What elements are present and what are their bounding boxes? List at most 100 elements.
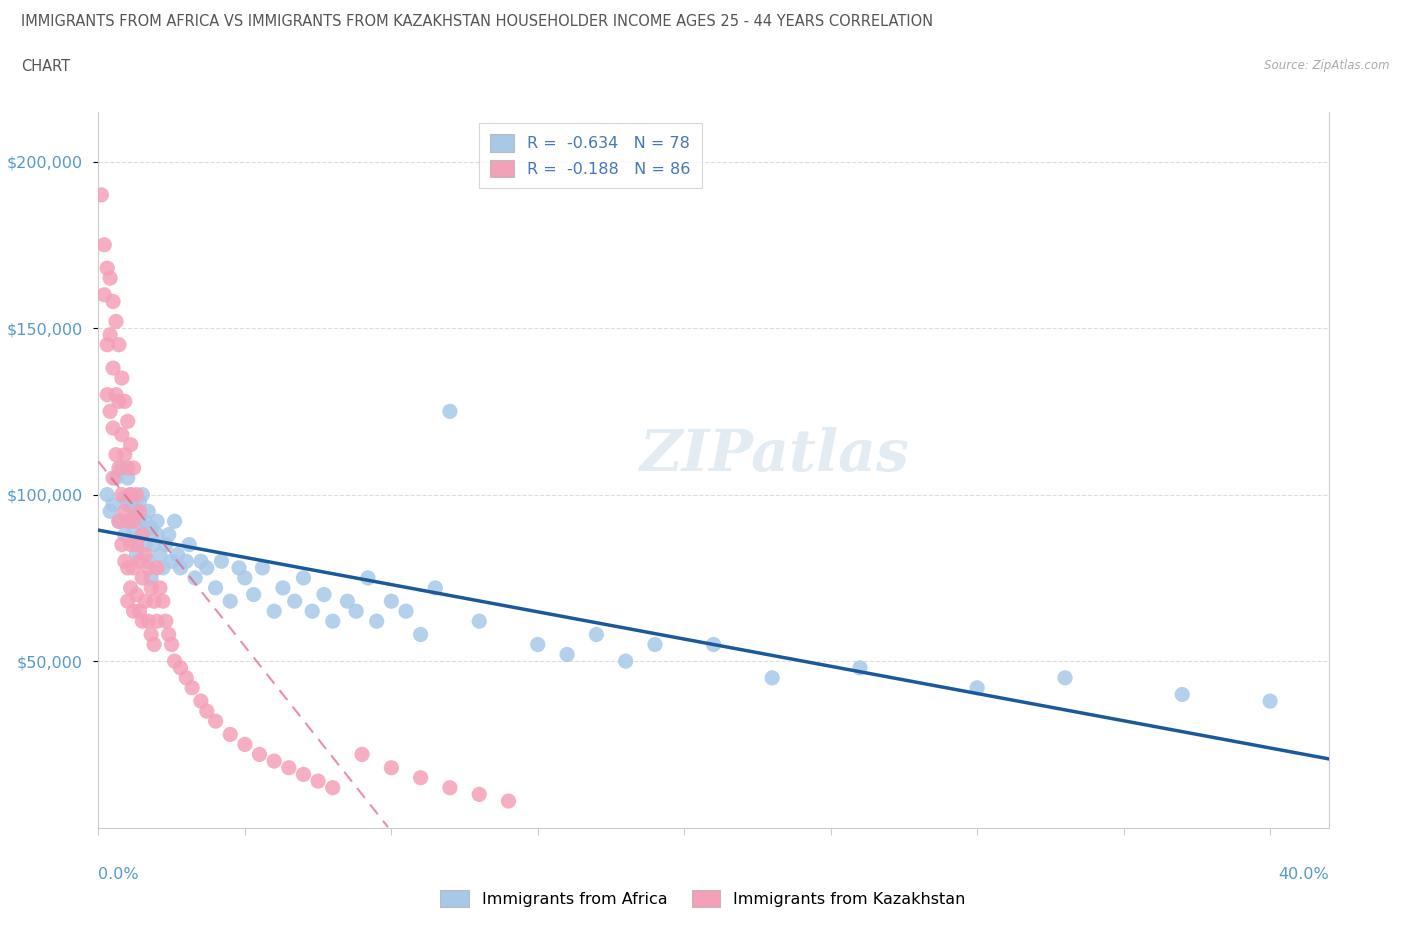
Point [252, 561, 274, 576]
Point [120, 538, 142, 552]
Point [125, 547, 148, 562]
Point [219, 593, 242, 608]
Point [141, 570, 163, 585]
Point [195, 704, 218, 719]
Point [108, 514, 131, 529]
Point [146, 614, 169, 629]
Point [468, 614, 491, 629]
Text: ZIPatlas: ZIPatlas [640, 427, 910, 484]
Point [1171, 687, 1194, 702]
Point [292, 767, 315, 782]
Point [143, 538, 166, 552]
Point [101, 471, 124, 485]
Point [160, 637, 183, 652]
Point [131, 527, 153, 542]
Point [93, 237, 115, 252]
Point [152, 561, 174, 576]
Point [134, 547, 156, 562]
Point [357, 570, 380, 585]
Point [105, 314, 128, 329]
Point [409, 627, 432, 642]
Point [143, 637, 166, 652]
Point [128, 504, 150, 519]
Text: 0.0%: 0.0% [98, 867, 139, 882]
Point [136, 561, 159, 576]
Point [498, 793, 520, 808]
Point [111, 460, 134, 475]
Point [101, 361, 124, 376]
Point [336, 593, 359, 608]
Point [122, 561, 145, 576]
Point [149, 547, 172, 562]
Point [301, 604, 323, 618]
Point [96, 487, 118, 502]
Legend: R =  -0.634   N = 78, R =  -0.188   N = 86: R = -0.634 N = 78, R = -0.188 N = 86 [479, 123, 702, 189]
Point [211, 553, 233, 568]
Point [190, 694, 212, 709]
Point [120, 580, 142, 595]
Point [322, 780, 344, 795]
Point [526, 637, 548, 652]
Point [134, 514, 156, 529]
Point [277, 761, 299, 776]
Point [114, 447, 136, 462]
Point [98, 504, 121, 519]
Point [120, 487, 142, 502]
Point [98, 271, 121, 286]
Point [96, 338, 118, 352]
Point [366, 614, 388, 629]
Point [149, 580, 172, 595]
Point [114, 553, 136, 568]
Point [117, 561, 139, 576]
Point [96, 260, 118, 275]
Point [120, 437, 142, 452]
Point [122, 514, 145, 529]
Text: 40.0%: 40.0% [1278, 867, 1329, 882]
Point [101, 498, 124, 512]
Point [169, 561, 191, 576]
Point [174, 671, 197, 685]
Point [108, 514, 131, 529]
Point [108, 460, 131, 475]
Point [131, 614, 153, 629]
Point [184, 570, 207, 585]
Point [263, 753, 285, 768]
Point [344, 604, 367, 618]
Point [105, 387, 128, 402]
Point [125, 504, 148, 519]
Point [120, 487, 142, 502]
Point [181, 681, 204, 696]
Point [160, 553, 183, 568]
Point [233, 570, 256, 585]
Point [114, 490, 136, 505]
Point [131, 527, 153, 542]
Point [395, 604, 418, 618]
Point [122, 604, 145, 618]
Point [644, 637, 666, 652]
Point [122, 460, 145, 475]
Point [585, 627, 607, 642]
Point [117, 460, 139, 475]
Point [122, 500, 145, 515]
Point [141, 627, 163, 642]
Point [409, 770, 432, 785]
Point [105, 471, 128, 485]
Point [380, 761, 402, 776]
Point [163, 654, 186, 669]
Point [966, 681, 988, 696]
Point [141, 580, 163, 595]
Point [108, 338, 131, 352]
Point [146, 561, 169, 576]
Point [114, 504, 136, 519]
Point [136, 614, 159, 629]
Point [117, 498, 139, 512]
Point [120, 514, 142, 529]
Point [131, 487, 153, 502]
Point [204, 580, 226, 595]
Point [204, 713, 226, 728]
Point [312, 587, 335, 602]
Point [125, 538, 148, 552]
Text: CHART: CHART [21, 59, 70, 73]
Point [761, 671, 783, 685]
Point [136, 504, 159, 519]
